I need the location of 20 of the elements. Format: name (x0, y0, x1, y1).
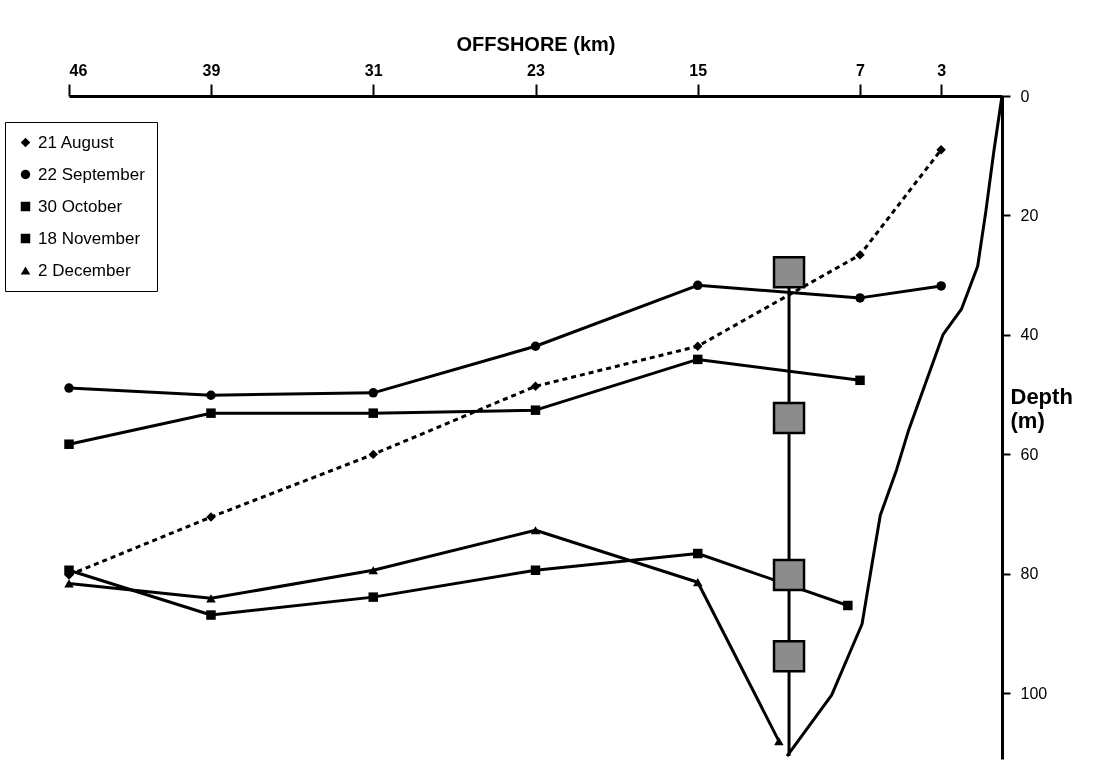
y-tick-label: 0 (1020, 87, 1030, 105)
y-tick-label: 100 (1020, 684, 1048, 702)
x-tick-label: 23 (527, 61, 545, 79)
x-tick-label: 31 (364, 61, 383, 79)
y-axis-title: Depth (m) (1010, 383, 1073, 433)
y-tick-label: 80 (1020, 565, 1039, 583)
y-tick-label: 60 (1020, 445, 1039, 463)
legend-label: 22 September (38, 164, 146, 184)
x-tick-label: 46 (69, 61, 88, 79)
legend-label: 2 December (38, 260, 131, 280)
legend-label: 21 August (38, 132, 114, 152)
x-tick-label: 15 (689, 61, 708, 79)
x-tick-label: 7 (856, 61, 866, 79)
y-tick-label: 40 (1020, 326, 1039, 344)
x-tick-label: 39 (202, 61, 221, 79)
legend-label: 30 October (38, 196, 123, 216)
y-tick-label: 20 (1020, 206, 1039, 224)
legend-label: 18 November (38, 228, 141, 248)
x-axis-title: OFFSHORE (km) (456, 32, 616, 55)
x-tick-label: 3 (937, 61, 947, 79)
